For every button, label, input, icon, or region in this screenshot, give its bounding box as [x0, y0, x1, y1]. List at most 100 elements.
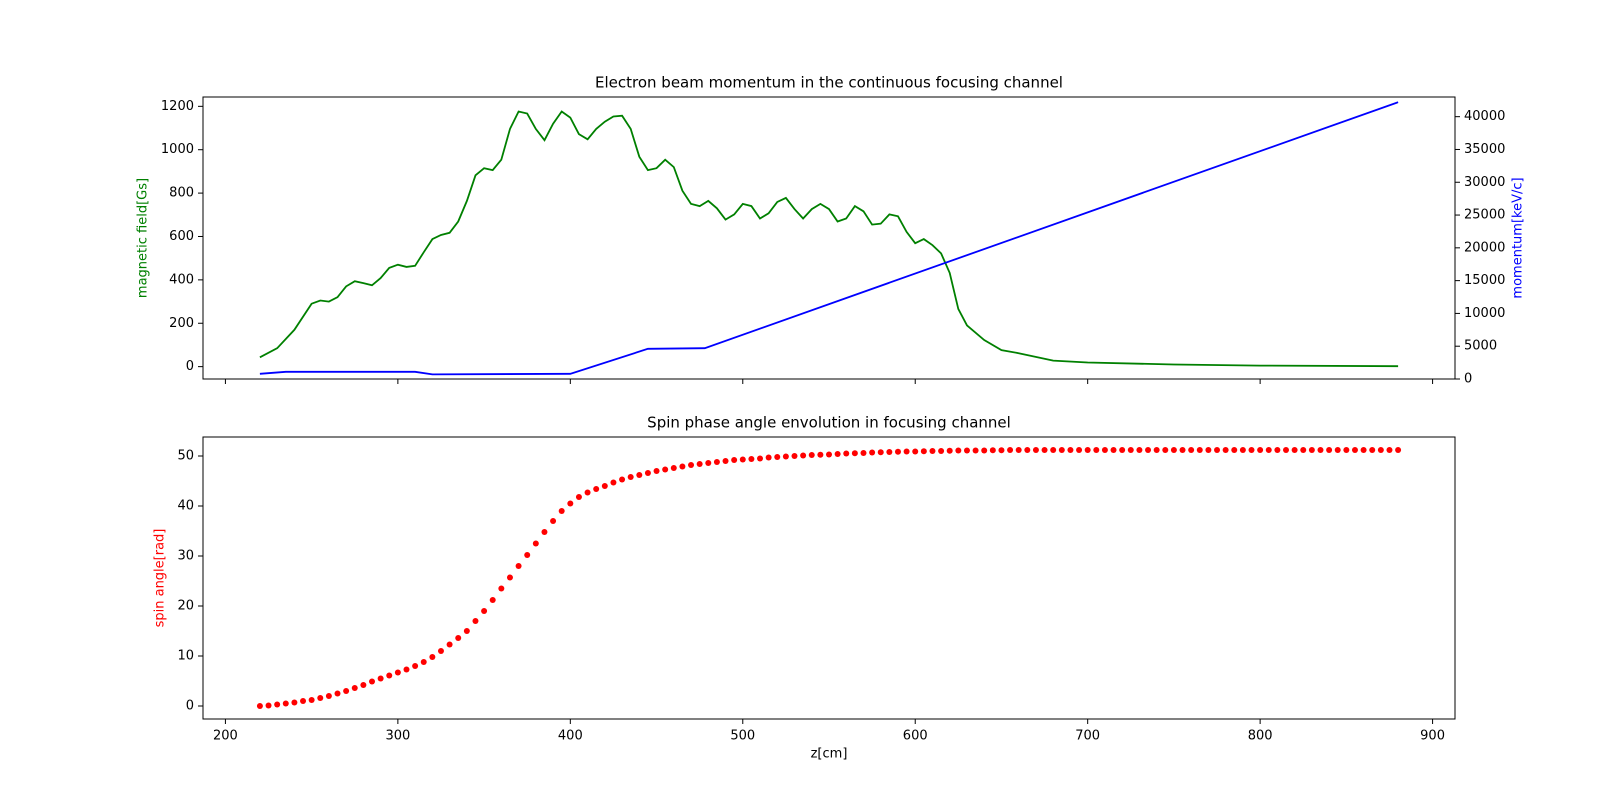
data-point — [1360, 447, 1367, 453]
data-point — [360, 682, 367, 688]
data-point — [696, 461, 703, 467]
y2-tick-label: 5000 — [1464, 339, 1497, 354]
y-tick-label: 10 — [177, 649, 194, 664]
data-point — [532, 540, 539, 547]
data-point — [1170, 447, 1177, 453]
data-point — [291, 699, 298, 706]
data-point — [1214, 447, 1221, 453]
data-point — [894, 448, 901, 455]
data-point — [1127, 447, 1134, 453]
data-point — [851, 450, 858, 457]
x-tick-label: 800 — [1248, 729, 1273, 744]
data-point — [800, 452, 807, 459]
data-point — [938, 448, 945, 454]
data-point — [369, 678, 376, 685]
data-point — [343, 688, 350, 694]
data-point — [731, 457, 738, 463]
data-point — [869, 449, 876, 456]
y2-tick-label: 20000 — [1464, 240, 1505, 255]
data-point — [317, 695, 324, 701]
y2-tick-label: 35000 — [1464, 142, 1505, 157]
data-point — [1300, 447, 1307, 453]
data-point — [325, 693, 332, 699]
x-tick-label: 500 — [730, 729, 755, 744]
data-point — [1084, 447, 1091, 453]
axes-frame — [202, 96, 1456, 380]
data-point — [515, 563, 522, 569]
data-line — [259, 110, 1399, 368]
y-axis-label: magnetic field[Gs] — [136, 178, 151, 298]
data-point — [351, 685, 358, 691]
data-point — [1239, 447, 1246, 453]
data-point — [963, 447, 970, 454]
data-point — [1136, 447, 1143, 453]
data-point — [722, 458, 729, 464]
y-tick-label: 200 — [169, 316, 194, 331]
data-point — [644, 470, 651, 476]
data-point — [1119, 447, 1126, 453]
data-point — [1257, 447, 1264, 453]
y2-tick-label: 15000 — [1464, 273, 1505, 288]
data-point — [489, 597, 496, 603]
data-point — [274, 701, 281, 708]
data-point — [748, 456, 755, 462]
data-point — [929, 448, 936, 454]
data-point — [1067, 447, 1074, 453]
data-point — [946, 447, 953, 454]
data-point — [1231, 447, 1238, 453]
data-line — [259, 101, 1399, 376]
data-point — [1153, 447, 1160, 453]
axes-frame — [202, 436, 1456, 720]
data-point — [989, 447, 996, 454]
data-point — [765, 454, 772, 461]
data-point — [757, 455, 764, 462]
data-point — [670, 465, 677, 471]
data-point — [593, 486, 600, 492]
y-tick-label: 0 — [186, 699, 194, 714]
data-point — [472, 618, 479, 624]
data-point — [308, 697, 315, 703]
x-axis-label: z[cm] — [811, 747, 848, 762]
chart-title: Electron beam momentum in the continuous… — [595, 74, 1063, 92]
data-point — [265, 702, 272, 709]
chart-title: Spin phase angle envolution in focusing … — [647, 414, 1011, 432]
data-point — [282, 700, 289, 707]
data-point — [903, 448, 910, 455]
data-point — [1188, 447, 1195, 453]
data-point — [972, 447, 979, 454]
data-point — [1274, 447, 1281, 453]
data-point — [1248, 447, 1255, 453]
data-point — [1386, 447, 1393, 453]
data-point — [1196, 447, 1203, 453]
data-point — [1395, 447, 1402, 453]
data-point — [1093, 447, 1100, 453]
data-point — [782, 453, 789, 460]
data-point — [1179, 447, 1186, 453]
data-point — [256, 703, 263, 709]
data-point — [1050, 447, 1057, 453]
data-point — [1377, 447, 1384, 453]
data-point — [1351, 447, 1358, 453]
data-point — [446, 641, 453, 648]
data-point — [377, 675, 384, 682]
x-tick-label: 900 — [1420, 729, 1445, 744]
data-point — [877, 449, 884, 456]
data-point — [610, 479, 617, 486]
data-point — [1265, 447, 1272, 453]
data-point — [575, 494, 582, 500]
data-point — [791, 453, 798, 459]
data-point — [481, 608, 488, 614]
y-axis-label: spin angle[rad] — [153, 529, 168, 628]
data-point — [843, 450, 850, 457]
y2-axis-label: momentum[keV/c] — [1511, 177, 1526, 298]
data-point — [1282, 447, 1289, 453]
data-point — [584, 489, 591, 496]
data-point — [394, 669, 401, 676]
data-point — [705, 460, 712, 466]
y-tick-label: 1200 — [161, 99, 194, 114]
data-point — [860, 450, 867, 456]
data-point — [636, 472, 643, 478]
data-point — [998, 447, 1005, 454]
data-point — [619, 476, 626, 483]
y-tick-label: 600 — [169, 229, 194, 244]
